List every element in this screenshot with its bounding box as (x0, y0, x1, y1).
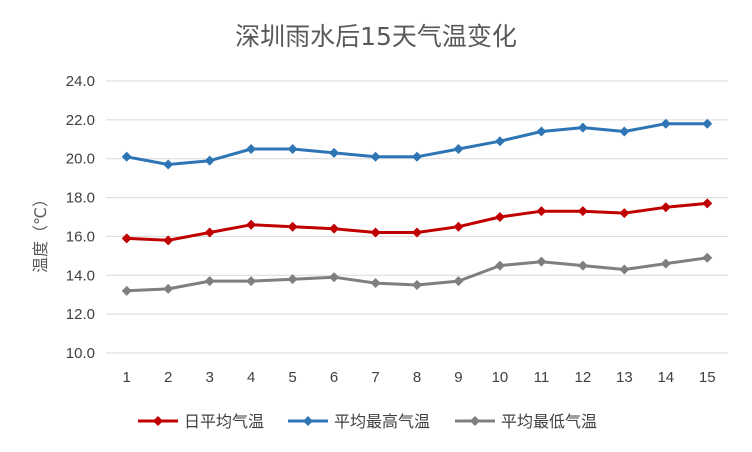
x-tick-label: 4 (247, 369, 255, 386)
data-point (163, 283, 174, 294)
data-point (577, 260, 588, 271)
x-axis-ticks: 1 2 3 4 5 6 7 8 9 10 11 12 13 14 15 (123, 369, 716, 386)
y-tick-label: 20.0 (66, 151, 95, 168)
gridlines (106, 80, 728, 354)
x-tick-label: 14 (657, 369, 674, 386)
legend-swatch-marker (153, 416, 163, 426)
data-point (412, 280, 422, 290)
data-point (370, 278, 381, 289)
data-point (577, 206, 588, 217)
data-point (121, 151, 132, 162)
x-tick-label: 11 (534, 369, 550, 386)
y-axis-label: 温度（℃） (31, 191, 50, 273)
legend-swatch-marker (303, 416, 313, 426)
legend-item: 平均最高气温 (288, 412, 430, 431)
legend-label: 平均最低气温 (501, 412, 597, 431)
series-2 (121, 252, 713, 296)
data-point (619, 264, 630, 275)
y-tick-label: 12.0 (66, 306, 95, 323)
data-point (660, 258, 671, 269)
data-point (702, 118, 713, 129)
data-point (619, 208, 630, 219)
legend-label: 平均最高气温 (334, 412, 430, 431)
series-0 (121, 198, 713, 246)
y-tick-label: 16.0 (66, 228, 95, 245)
x-tick-label: 10 (492, 369, 509, 386)
data-point (287, 274, 298, 285)
data-point (121, 233, 132, 244)
legend-item: 日平均气温 (138, 412, 264, 431)
series-1 (121, 118, 713, 170)
data-point (287, 221, 298, 232)
legend-item: 平均最低气温 (455, 412, 597, 431)
x-tick-label: 5 (288, 369, 296, 386)
data-point (412, 227, 422, 238)
data-point (287, 144, 298, 154)
data-point (536, 206, 547, 217)
data-point (494, 212, 505, 222)
data-point (453, 221, 464, 232)
data-point (204, 227, 215, 238)
x-tick-label: 1 (123, 369, 131, 386)
data-point (163, 159, 174, 170)
x-tick-label: 7 (371, 369, 379, 386)
x-tick-label: 15 (699, 369, 716, 386)
data-point (494, 260, 505, 271)
y-tick-label: 18.0 (66, 190, 95, 207)
x-tick-label: 3 (205, 369, 213, 386)
data-point (121, 285, 132, 296)
data-point (453, 144, 464, 154)
data-point (329, 223, 340, 234)
data-point (246, 219, 257, 230)
data-point (370, 151, 381, 162)
legend-label: 日平均气温 (184, 412, 264, 431)
x-tick-label: 9 (454, 369, 462, 386)
data-point (536, 256, 547, 267)
x-tick-label: 13 (616, 369, 633, 386)
x-tick-label: 8 (413, 369, 421, 386)
x-tick-label: 2 (164, 369, 172, 386)
legend: 日平均气温 平均最高气温 平均最低气温 (138, 412, 597, 431)
data-point (370, 227, 381, 238)
data-point (660, 202, 671, 213)
data-point (702, 252, 713, 263)
y-tick-label: 22.0 (66, 112, 95, 129)
data-point (453, 276, 464, 287)
data-point (619, 126, 630, 137)
data-point (329, 147, 340, 158)
x-tick-label: 12 (575, 369, 592, 386)
data-point (412, 151, 422, 162)
y-tick-label: 14.0 (66, 267, 95, 284)
legend-swatch-marker (470, 416, 480, 426)
data-point (577, 122, 588, 133)
data-point (204, 276, 215, 287)
series-group (121, 118, 713, 296)
y-tick-label: 10.0 (66, 345, 95, 362)
data-point (536, 126, 547, 137)
data-point (204, 155, 215, 166)
data-point (163, 235, 174, 246)
data-point (660, 118, 671, 129)
data-point (702, 198, 713, 209)
data-point (246, 276, 257, 287)
data-point (246, 144, 257, 154)
y-axis-ticks: 10.0 12.0 14.0 16.0 18.0 20.0 22.0 24.0 (66, 73, 95, 362)
data-point (329, 272, 340, 283)
y-tick-label: 24.0 (66, 73, 95, 90)
data-point (494, 136, 505, 147)
chart-title: 深圳雨水后15天气温变化 (235, 22, 517, 51)
x-tick-label: 6 (330, 369, 338, 386)
